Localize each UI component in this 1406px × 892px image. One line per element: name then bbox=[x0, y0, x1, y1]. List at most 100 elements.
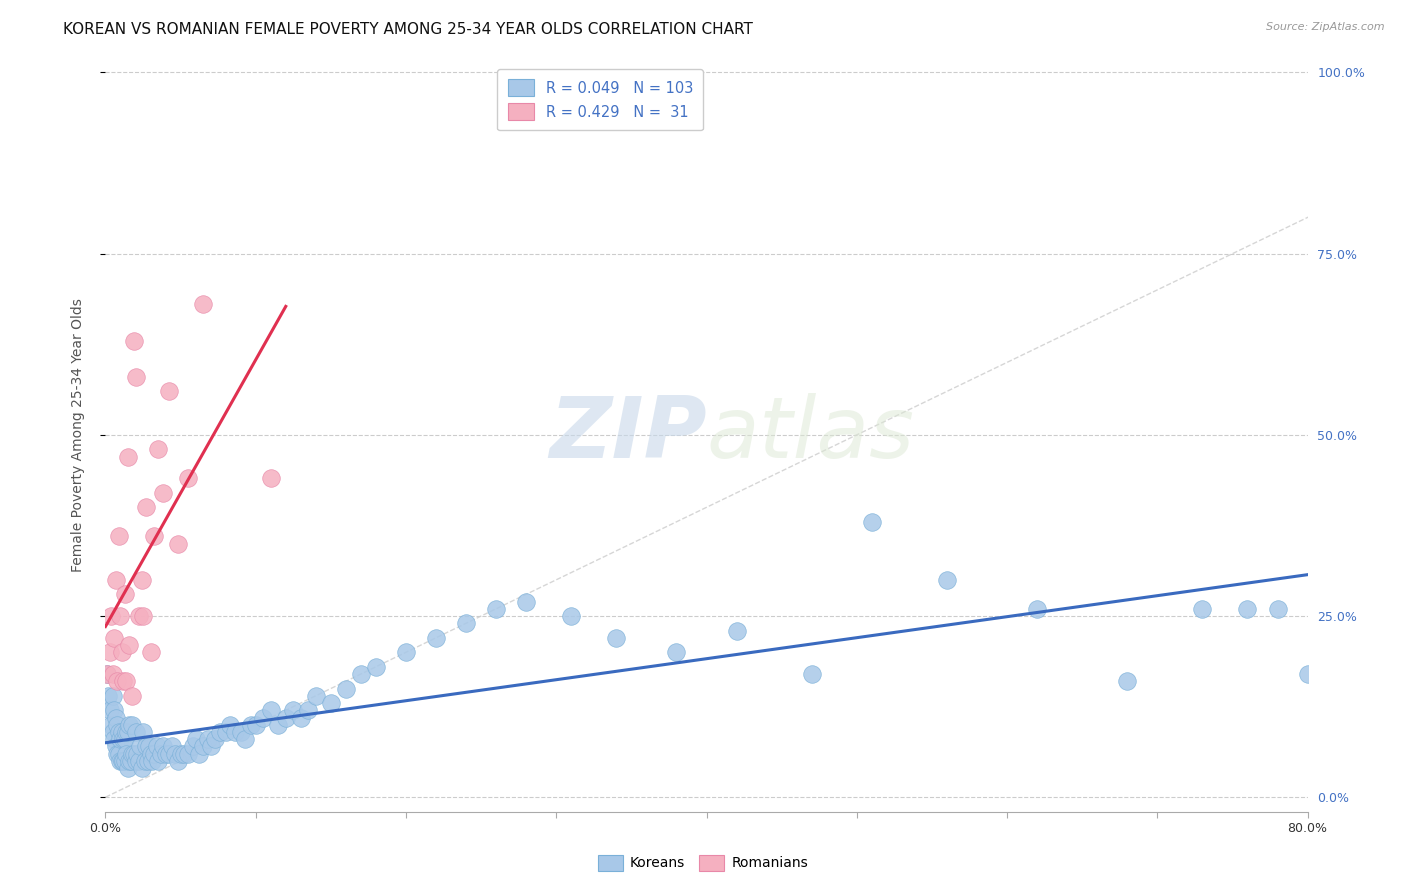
Point bbox=[364, 660, 387, 674]
Point bbox=[108, 529, 131, 543]
Point bbox=[124, 754, 146, 768]
Point bbox=[139, 645, 162, 659]
Point bbox=[104, 739, 127, 754]
Point bbox=[115, 747, 138, 761]
Point bbox=[860, 515, 883, 529]
Point bbox=[169, 747, 191, 761]
Point bbox=[138, 739, 160, 754]
Point bbox=[297, 703, 319, 717]
Point bbox=[96, 667, 118, 681]
Point bbox=[166, 536, 188, 550]
Point bbox=[112, 754, 135, 768]
Text: KOREAN VS ROMANIAN FEMALE POVERTY AMONG 25-34 YEAR OLDS CORRELATION CHART: KOREAN VS ROMANIAN FEMALE POVERTY AMONG … bbox=[63, 22, 754, 37]
Point bbox=[1236, 601, 1258, 615]
Point bbox=[129, 739, 152, 754]
Point bbox=[191, 739, 214, 754]
Point bbox=[110, 732, 132, 747]
Point bbox=[936, 573, 959, 587]
Point bbox=[101, 725, 124, 739]
Point bbox=[128, 609, 150, 624]
Point bbox=[173, 747, 195, 761]
Point bbox=[665, 645, 688, 659]
Point bbox=[454, 616, 477, 631]
Point bbox=[274, 710, 297, 724]
Point bbox=[150, 747, 173, 761]
Point bbox=[97, 689, 120, 703]
Point bbox=[145, 739, 167, 754]
Point bbox=[155, 747, 177, 761]
Point bbox=[305, 689, 328, 703]
Point bbox=[290, 710, 312, 724]
Point bbox=[107, 717, 129, 731]
Point bbox=[103, 732, 125, 747]
Point bbox=[425, 631, 447, 645]
Point bbox=[124, 369, 146, 384]
Point bbox=[395, 645, 418, 659]
Point bbox=[141, 754, 163, 768]
Point bbox=[111, 645, 134, 659]
Text: atlas: atlas bbox=[707, 393, 914, 476]
Point bbox=[152, 485, 174, 500]
Point bbox=[118, 717, 141, 731]
Point bbox=[100, 717, 122, 731]
Point bbox=[224, 725, 246, 739]
Point bbox=[177, 747, 200, 761]
Point bbox=[103, 703, 125, 717]
Point bbox=[111, 754, 134, 768]
Point bbox=[267, 717, 290, 731]
Point bbox=[335, 681, 357, 696]
Point bbox=[118, 638, 141, 652]
Point bbox=[197, 732, 219, 747]
Point bbox=[100, 609, 122, 624]
Point bbox=[1191, 601, 1213, 615]
Point bbox=[260, 703, 283, 717]
Point bbox=[115, 674, 138, 689]
Text: Source: ZipAtlas.com: Source: ZipAtlas.com bbox=[1267, 22, 1385, 32]
Point bbox=[1296, 667, 1319, 681]
Point bbox=[725, 624, 748, 638]
Point bbox=[134, 754, 156, 768]
Point bbox=[104, 573, 127, 587]
Point bbox=[152, 739, 174, 754]
Point bbox=[132, 725, 155, 739]
Point bbox=[121, 747, 143, 761]
Point bbox=[131, 573, 153, 587]
Point bbox=[108, 725, 131, 739]
Point bbox=[135, 500, 157, 515]
Point bbox=[283, 703, 305, 717]
Point bbox=[125, 747, 148, 761]
Point bbox=[103, 631, 125, 645]
Point bbox=[110, 754, 132, 768]
Point bbox=[1116, 674, 1139, 689]
Point bbox=[229, 725, 252, 739]
Legend: R = 0.049   N = 103, R = 0.429   N =  31: R = 0.049 N = 103, R = 0.429 N = 31 bbox=[498, 69, 703, 130]
Point bbox=[350, 667, 373, 681]
Point bbox=[181, 739, 204, 754]
Point bbox=[117, 450, 139, 464]
Point bbox=[208, 725, 231, 739]
Text: ZIP: ZIP bbox=[548, 393, 707, 476]
Point bbox=[115, 725, 138, 739]
Point bbox=[560, 609, 582, 624]
Point bbox=[142, 529, 165, 543]
Point bbox=[219, 717, 242, 731]
Point bbox=[120, 754, 142, 768]
Point bbox=[98, 645, 121, 659]
Point bbox=[112, 732, 135, 747]
Point bbox=[142, 747, 165, 761]
Point bbox=[146, 442, 169, 457]
Point bbox=[131, 761, 153, 775]
Point bbox=[204, 732, 226, 747]
Point bbox=[191, 297, 214, 311]
Point bbox=[240, 717, 263, 731]
Point bbox=[800, 667, 823, 681]
Point bbox=[163, 747, 186, 761]
Point bbox=[101, 667, 124, 681]
Point bbox=[122, 334, 145, 348]
Point bbox=[128, 754, 150, 768]
Point bbox=[200, 739, 222, 754]
Point bbox=[112, 674, 135, 689]
Point bbox=[121, 717, 143, 731]
Point bbox=[233, 732, 256, 747]
Point bbox=[139, 747, 162, 761]
